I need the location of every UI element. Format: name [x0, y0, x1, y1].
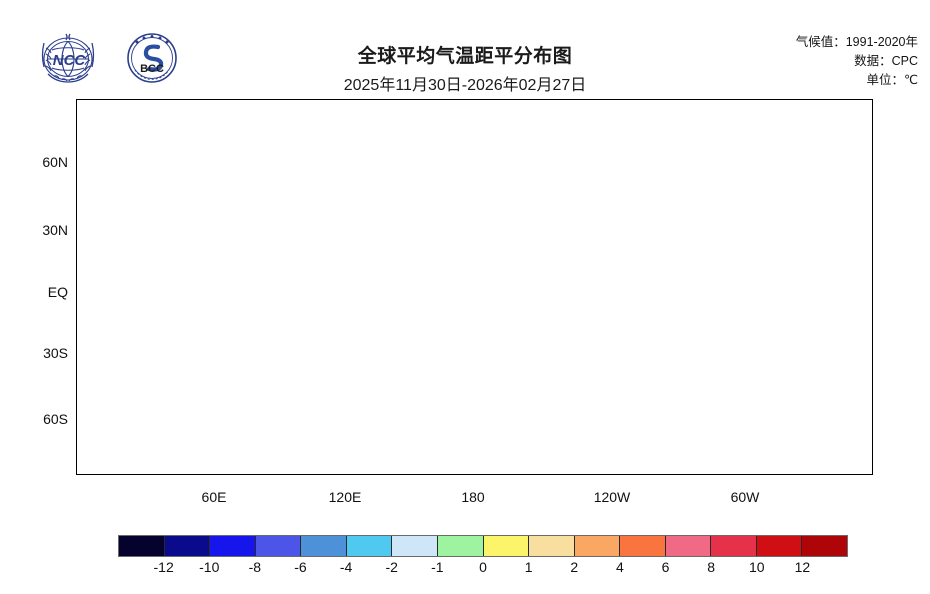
colorbar-cell-4	[301, 536, 347, 556]
colorbar-tick-6: 6	[661, 559, 670, 575]
colorbar-cell-9	[529, 536, 575, 556]
meta-data-source: 数据：CPC	[854, 54, 918, 68]
colorbar-tick--2: -2	[385, 559, 398, 575]
y-axis-label-eq: EQ	[47, 284, 68, 300]
logo-group: NCC BCC	[36, 30, 177, 86]
colorbar-cell-2	[210, 536, 256, 556]
meta-climatology: 气候值：1991-2020年	[795, 35, 918, 49]
x-axis-label-120w: 120W	[593, 489, 631, 505]
page-title: 全球平均气温距平分布图	[357, 46, 573, 67]
colorbar-tick--4: -4	[339, 559, 353, 575]
colorbar-tick-10: 10	[748, 559, 765, 575]
colorbar[interactable]: -12 -10 -8 -6 -4 -2 -1 0 1 2 4 6 8 10 12	[118, 535, 848, 575]
colorbar-tick--10: -10	[199, 559, 220, 575]
colorbar-tick-0: 0	[479, 559, 487, 575]
map-frame-border	[76, 99, 873, 475]
colorbar-tick-labels: -12 -10 -8 -6 -4 -2 -1 0 1 2 4 6 8 10 12	[118, 559, 848, 579]
colorbar-tick--12: -12	[153, 559, 174, 575]
colorbar-cell-1	[164, 536, 211, 556]
y-axis-label-30n: 30N	[42, 222, 68, 238]
colorbar-cell-13	[711, 536, 757, 556]
x-axis-label-120e: 120E	[328, 489, 362, 505]
colorbar-cell-8	[483, 536, 530, 556]
colorbar-cell-15	[802, 536, 847, 556]
x-axis-label-60e: 60E	[201, 489, 227, 505]
svg-text:BCC: BCC	[140, 63, 164, 75]
y-axis-label-30s: 30S	[43, 345, 68, 361]
colorbar-tick--8: -8	[248, 559, 262, 575]
bcc-logo: BCC	[127, 33, 177, 83]
colorbar-tick-12: 12	[794, 559, 811, 575]
colorbar-cell-10	[574, 536, 621, 556]
colorbar-tick-4: 4	[615, 559, 624, 575]
colorbar-tick--6: -6	[294, 559, 307, 575]
colorbar-tick-8: 8	[707, 559, 716, 575]
colorbar-swatches	[118, 535, 848, 557]
page-subtitle-period: 2025年11月30日-2026年02月27日	[343, 77, 587, 94]
y-axis-label-60n: 60N	[42, 154, 68, 170]
colorbar-cell-6	[392, 536, 438, 556]
colorbar-cell-7	[437, 536, 484, 556]
meta-unit: 单位：℃	[866, 73, 918, 87]
colorbar-tick-1: 1	[524, 559, 533, 575]
colorbar-tick-2: 2	[570, 559, 579, 575]
x-axis-label-180: 180	[461, 489, 485, 505]
anomaly-map[interactable]	[76, 99, 873, 475]
colorbar-cell-0	[119, 536, 165, 556]
y-axis-label-60s: 60S	[43, 411, 68, 427]
colorbar-cell-12	[665, 536, 712, 556]
x-axis-label-60w: 60W	[730, 489, 760, 505]
colorbar-cell-3	[255, 536, 302, 556]
svg-text:NCC: NCC	[53, 52, 87, 69]
colorbar-cell-14	[756, 536, 803, 556]
meta-info: 气候值：1991-2020年 数据：CPC 单位：℃	[796, 33, 918, 90]
colorbar-cell-11	[620, 536, 666, 556]
colorbar-cell-5	[346, 536, 393, 556]
ncc-logo: NCC	[41, 33, 95, 83]
colorbar-tick--1: -1	[431, 559, 444, 575]
